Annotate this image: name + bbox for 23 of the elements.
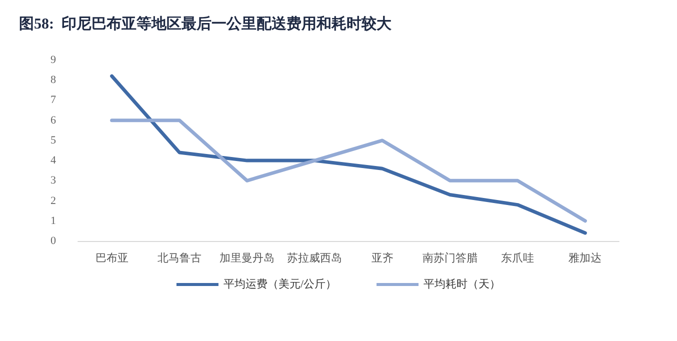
chart-title: 图58: 印尼巴布亚等地区最后一公里配送费用和耗时较大: [19, 16, 392, 32]
y-tick-label: 7: [50, 94, 56, 106]
x-tick-label: 苏拉威西岛: [287, 252, 342, 264]
x-tick-label: 东爪哇: [501, 252, 534, 264]
y-tick-label: 0: [50, 235, 56, 247]
line-series: [110, 74, 587, 235]
x-tick-label: 加里曼丹岛: [220, 252, 275, 264]
x-tick-label: 巴布亚: [95, 252, 128, 264]
x-tick-label: 北马鲁古: [157, 252, 202, 264]
y-tick-label: 4: [50, 154, 56, 167]
y-tick-label: 5: [50, 134, 56, 146]
y-tick-label: 8: [50, 74, 56, 86]
legend-label: 平均运费（美元/公斤）: [223, 278, 337, 290]
y-tick-label: 6: [50, 114, 56, 126]
x-tick-label: 南苏门答腊: [422, 252, 478, 264]
y-tick-label: 1: [50, 214, 56, 227]
x-tick-label: 亚齐: [371, 252, 394, 264]
x-tick-label: 雅加达: [568, 252, 602, 264]
y-tick-label: 3: [50, 174, 56, 187]
line-series: [110, 118, 587, 223]
y-tick-label: 2: [50, 194, 56, 207]
y-tick-label: 9: [50, 54, 56, 66]
legend-label: 平均耗时（天）: [424, 278, 501, 290]
